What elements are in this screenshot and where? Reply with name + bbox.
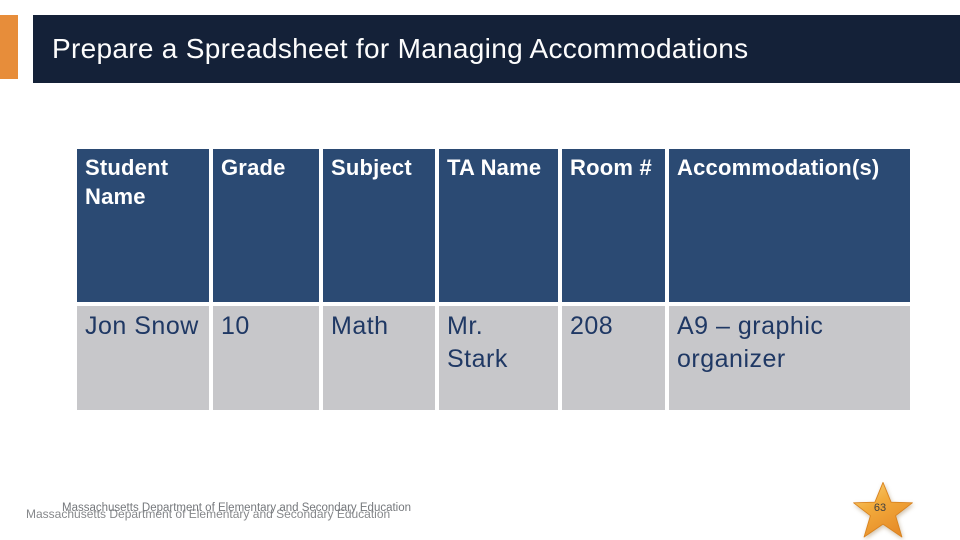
col-header-ta-name: TA Name: [439, 149, 558, 302]
footer-text-back: Massachusetts Department of Elementary a…: [26, 507, 391, 521]
cell-ta-name: Mr. Stark: [439, 306, 558, 410]
col-header-grade: Grade: [213, 149, 319, 302]
cell-grade: 10: [213, 306, 319, 410]
cell-subject: Math: [323, 306, 435, 410]
star-icon: [853, 481, 913, 538]
title-accent-bar: [0, 15, 18, 79]
accommodations-table: Student Name Grade Subject TA Name Room …: [77, 149, 910, 410]
page-number-star: 63: [853, 481, 913, 539]
title-bar: Prepare a Spreadsheet for Managing Accom…: [33, 15, 960, 83]
col-header-room-number: Room #: [562, 149, 665, 302]
cell-room-number: 208: [562, 306, 665, 410]
page-number: 63: [873, 501, 887, 514]
slide-title: Prepare a Spreadsheet for Managing Accom…: [52, 33, 749, 64]
col-header-subject: Subject: [323, 149, 435, 302]
col-header-student-name: Student Name: [77, 149, 209, 302]
cell-student-name: Jon Snow: [77, 306, 209, 410]
footer-text-front: Massachusetts Department of Elementary a…: [62, 502, 412, 514]
col-header-accommodations: Accommodation(s): [669, 149, 910, 302]
cell-accommodations: A9 – graphic organizer: [669, 306, 910, 410]
